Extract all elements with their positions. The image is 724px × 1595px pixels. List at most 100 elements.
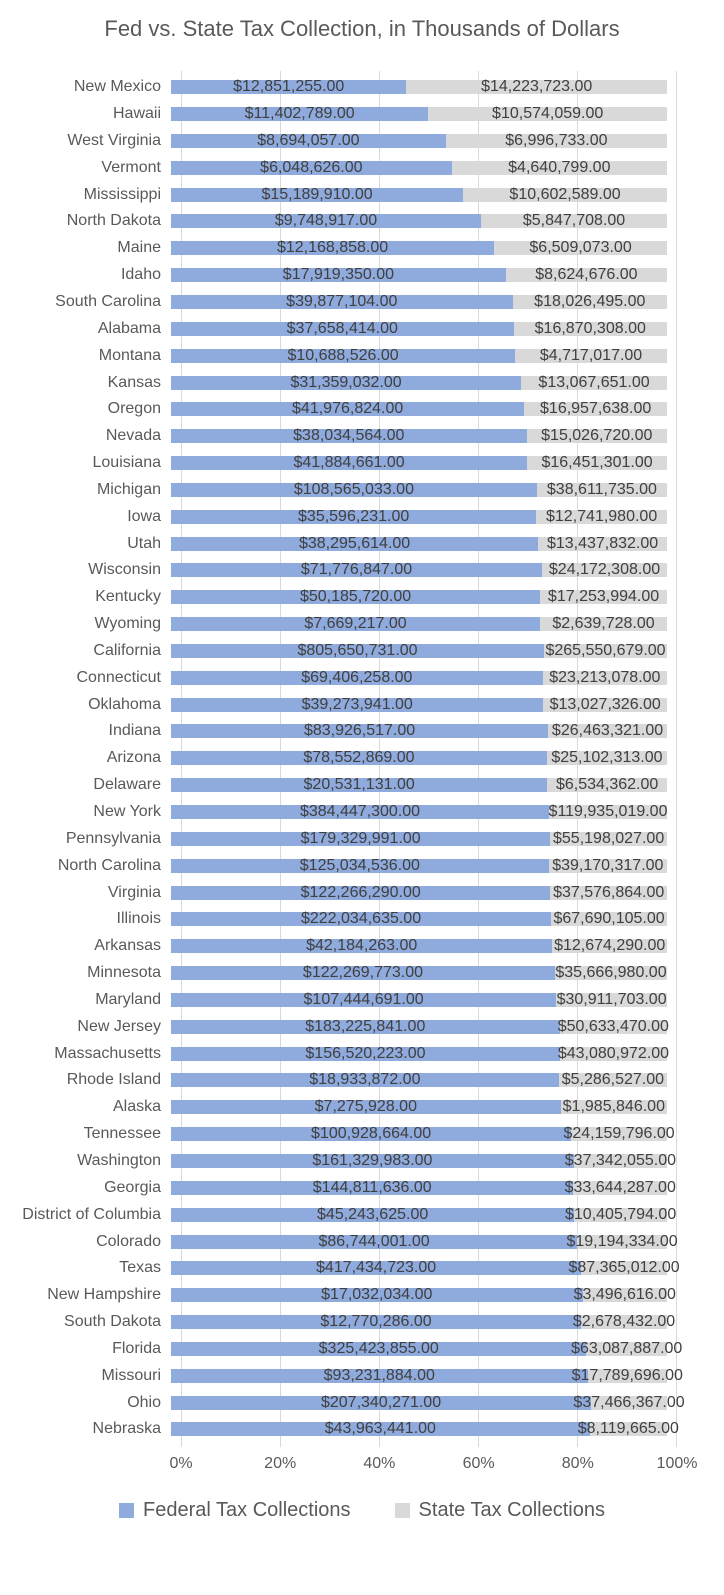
chart-row: Maine $12,168,858.00 $6,509,073.00 [0,235,724,262]
state-bar-segment: $87,365,012.00 [568,1259,679,1276]
state-value-label: $119,935,019.00 [548,803,668,820]
bar-group: $6,048,626.00 $4,640,799.00 [171,158,667,176]
federal-value-label: $20,531,131.00 [303,776,415,794]
category-label: Oregon [107,400,161,418]
category-label: West Virginia [67,131,161,149]
bar-group: $12,168,858.00 $6,509,073.00 [171,239,667,256]
state-value-label: $3,496,616.00 [573,1286,676,1304]
bar-group: $183,225,841.00 $50,633,470.00 [171,1018,669,1035]
federal-value-label: $17,032,034.00 [321,1286,433,1304]
chart-title: Fed vs. State Tax Collection, in Thousan… [104,16,620,41]
category-label: Alaska [112,1098,161,1116]
state-bar-segment: $24,159,796.00 [563,1125,674,1142]
chart-row: Kansas $31,359,032.00 $13,067,651.00 [0,369,724,396]
state-value-label: $14,223,723.00 [481,78,593,96]
state-bar-segment: $18,026,495.00 [512,292,667,310]
federal-bar-segment: $222,034,635.00 [171,910,552,928]
bar-group: $42,184,263.00 $12,674,290.00 [171,937,667,954]
state-value-label: $17,253,994.00 [547,588,660,606]
federal-value-label: $107,444,691.00 [303,990,424,1008]
x-axis-tick-label: 60% [462,1454,495,1472]
federal-value-label: $161,329,983.00 [312,1151,433,1169]
state-bar-segment: $17,789,696.00 [572,1367,683,1384]
bar-group: $8,694,057.00 $6,996,733.00 [171,131,667,149]
state-value-label: $6,996,733.00 [505,131,608,149]
federal-bar-segment: $37,658,414.00 [171,320,514,337]
bar-group: $83,926,517.00 $26,463,321.00 [171,722,667,739]
bar-group: $108,565,033.00 $38,611,735.00 [171,480,667,498]
federal-value-label: $10,688,526.00 [287,346,399,364]
state-bar-segment: $6,996,733.00 [445,131,667,149]
chart-row: South Carolina $39,877,104.00 $18,026,495.… [0,289,724,316]
category-label: Missouri [101,1366,161,1384]
federal-bar-segment: $805,650,731.00 [171,642,545,659]
federal-bar-segment: $17,919,350.00 [171,266,506,283]
federal-value-label: $325,423,855.00 [318,1339,439,1357]
federal-bar-segment: $9,748,917.00 [171,212,482,229]
bar-group: $39,273,941.00 $13,027,326.00 [171,696,667,713]
federal-value-label: $78,552,869.00 [303,749,415,767]
federal-value-label: $41,884,661.00 [293,454,405,472]
state-value-label: $18,026,495.00 [534,292,646,310]
category-label: Wyoming [94,615,161,633]
category-label: Colorado [96,1232,161,1250]
federal-bar-segment: $325,423,855.00 [171,1339,587,1357]
state-bar-segment: $17,253,994.00 [540,588,667,606]
category-label: Idaho [120,266,161,284]
state-bar-segment: $38,611,735.00 [536,480,667,498]
bar-group: $805,650,731.00 $265,550,679.00 [171,642,667,659]
state-bar-segment: $5,847,708.00 [481,212,667,230]
federal-bar-segment: $179,329,991.00 [171,830,551,847]
state-value-label: $43,080,972.00 [557,1044,670,1062]
x-axis-tick-label: 20% [264,1454,297,1472]
state-bar-segment: $4,640,799.00 [451,159,667,176]
state-bar-segment: $55,198,027.00 [550,830,667,847]
state-value-label: $24,172,308.00 [548,561,661,579]
federal-bar-segment: $41,976,824.00 [171,400,525,417]
category-label: New Mexico [73,78,161,96]
state-value-label: $37,576,864.00 [553,883,665,901]
category-label: Alabama [97,319,161,337]
x-axis-tick-label: 100% [656,1454,698,1472]
state-bar-segment: $67,690,105.00 [551,910,667,927]
x-axis-tick-label: 40% [363,1454,396,1472]
bar-group: $122,266,290.00 $37,576,864.00 [171,883,667,901]
state-bar-segment: $1,985,846.00 [560,1098,667,1115]
chart-row: Oklahoma $39,273,941.00 $13,027,326.00 [0,691,724,718]
bar-group: $11,402,789.00 $10,574,059.00 [171,105,667,122]
chart-row: District of Columbia $45,243,625.00 $10,40… [0,1201,724,1228]
bar-group: $41,976,824.00 $16,957,638.00 [171,400,667,417]
state-value-label: $12,741,980.00 [546,507,658,525]
category-label: South Carolina [55,292,161,310]
state-value-label: $16,451,301.00 [541,454,653,472]
federal-value-label: $6,048,626.00 [260,158,363,176]
category-label: Texas [119,1259,161,1277]
state-value-label: $5,847,708.00 [522,212,626,230]
state-bar-segment: $2,678,432.00 [573,1313,675,1330]
federal-value-label: $50,185,720.00 [299,588,412,606]
bar-group: $37,658,414.00 $16,870,308.00 [171,320,667,337]
chart-row: Georgia $144,811,636.00 $33,644,287.00 [0,1174,724,1201]
federal-bar-segment: $161,329,983.00 [171,1151,574,1169]
state-value-label: $38,611,735.00 [546,480,657,498]
category-label: Michigan [96,480,161,498]
state-bar-segment: $37,576,864.00 [550,883,667,901]
bar-group: $39,877,104.00 $18,026,495.00 [171,292,667,310]
category-label: Hawaii [112,105,161,123]
state-value-label: $37,342,055.00 [564,1151,676,1169]
state-value-label: $8,624,676.00 [535,266,638,284]
federal-bar-segment: $144,811,636.00 [171,1179,574,1196]
federal-bar-segment: $8,694,057.00 [171,132,446,149]
federal-bar-segment: $69,406,258.00 [171,669,543,686]
category-label: Pennsylvania [65,829,161,847]
state-bar-segment: $13,027,326.00 [543,696,667,713]
category-label: North Dakota [66,212,161,230]
bar-group: $20,531,131.00 $6,534,362.00 [171,776,667,794]
federal-value-label: $222,034,635.00 [300,910,422,928]
federal-bar-segment: $15,189,910.00 [171,186,464,203]
category-label: California [93,641,161,659]
bar-group: $7,669,217.00 $2,639,728.00 [171,615,667,632]
federal-bar-segment: $7,275,928.00 [171,1098,561,1115]
federal-value-label: $38,295,614.00 [298,534,411,552]
federal-value-label: $156,520,223.00 [305,1044,426,1062]
